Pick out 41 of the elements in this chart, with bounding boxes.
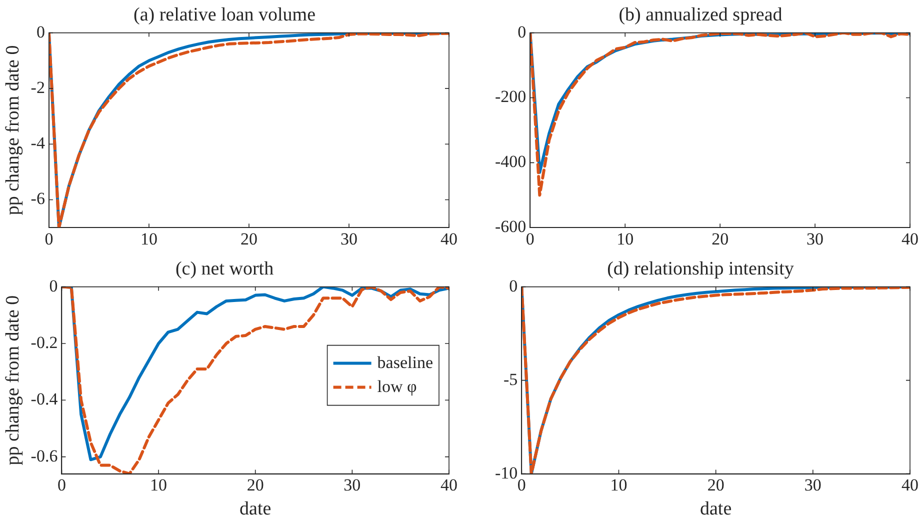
x-tick-label: 10 (616, 229, 634, 248)
x-axis-title: date (240, 498, 272, 520)
y-tick-label: 0 (509, 276, 518, 296)
x-axis-title: date (700, 498, 732, 520)
x-tick-label: 20 (707, 475, 724, 494)
x-tick-label: 40 (902, 229, 918, 248)
x-tick-label: 20 (246, 475, 264, 494)
legend-label: low φ (377, 376, 418, 396)
y-tick-label: -0.6 (30, 446, 58, 466)
y-tick-label: -10 (494, 463, 518, 482)
x-tick-label: 30 (344, 475, 361, 494)
y-tick-label: -0.4 (30, 390, 58, 409)
x-tick-label: 30 (340, 229, 358, 248)
y-tick-label: 0 (518, 22, 526, 42)
x-tick-label: 20 (240, 229, 258, 248)
x-tick-label: 10 (140, 229, 158, 248)
chart-title: (b) annualized spread (618, 4, 783, 26)
y-tick-label: -2 (30, 78, 45, 97)
x-tick-label: 40 (440, 475, 458, 494)
y-tick-label: -0.2 (30, 332, 58, 352)
y-tick-label: -600 (494, 217, 526, 236)
y-tick-label: 0 (36, 22, 45, 42)
x-tick-label: 10 (610, 475, 628, 494)
y-tick-label: -400 (494, 152, 526, 172)
x-tick-label: 10 (150, 475, 168, 494)
legend-label: baseline (377, 352, 434, 372)
y-axis-title: pp change from date 0 (2, 45, 24, 216)
chart-title: (a) relative loan volume (133, 4, 316, 26)
y-tick-label: -6 (30, 189, 45, 208)
y-tick-label: 0 (49, 276, 58, 296)
y-axis-title: pp change from date 0 (2, 295, 24, 466)
x-tick-label: 30 (806, 229, 824, 248)
x-tick-label: 20 (712, 229, 729, 248)
y-tick-label: -5 (503, 370, 518, 389)
x-tick-label: 40 (440, 229, 458, 248)
y-tick-label: -200 (494, 87, 526, 106)
x-tick-label: 30 (804, 475, 822, 494)
x-tick-label: 40 (902, 475, 918, 494)
y-tick-label: -4 (30, 134, 46, 153)
chart-title: (d) relationship intensity (607, 258, 794, 280)
chart-title: (c) net worth (175, 258, 274, 280)
